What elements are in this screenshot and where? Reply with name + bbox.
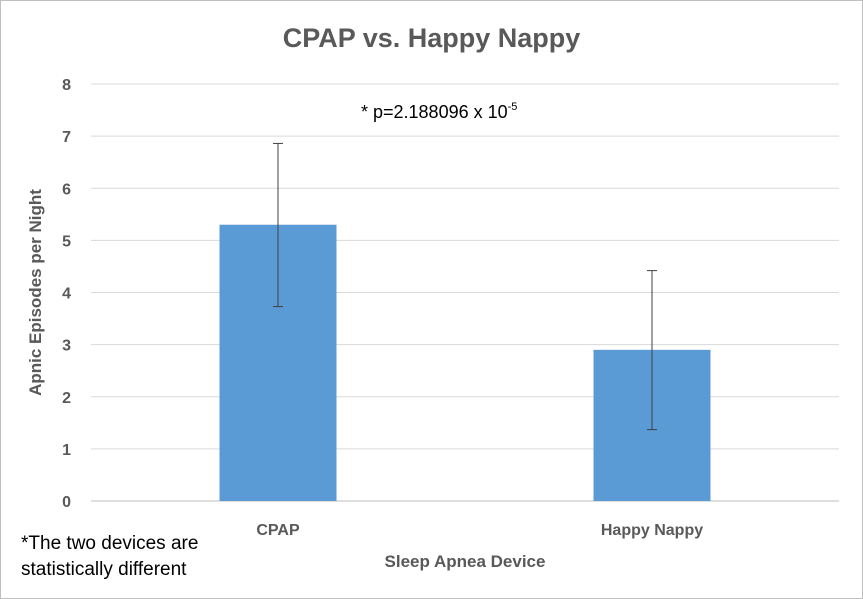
y-tick-label-2: 2 [62,390,71,407]
y-tick-label-0: 0 [62,494,71,511]
p-value-exponent: -5 [507,101,518,113]
y-tick-label-5: 5 [62,233,71,250]
x-tick-label-0: CPAP [256,522,300,539]
chart-title: CPAP vs. Happy Nappy [282,23,581,53]
y-tick-label-6: 6 [62,181,71,198]
y-tick-label-3: 3 [62,338,71,355]
y-tick-label-1: 1 [62,442,71,459]
y-axis-title: Apnic Episodes per Night [26,189,45,396]
y-tick-label-7: 7 [62,129,71,146]
p-value-text: * p=2.188096 x 10 [361,102,508,122]
footnote-line-1: *The two devices are [21,533,199,554]
x-tick-label-1: Happy Nappy [601,522,703,539]
y-tick-label-8: 8 [62,77,71,94]
footnote-line-2: statistically different [21,559,187,580]
x-axis-title: Sleep Apnea Device [385,552,546,571]
p-value-annotation: * p=2.188096 x 10-5 [361,101,517,123]
footnote: *The two devices are statistically diffe… [21,531,198,583]
y-tick-label-4: 4 [62,286,71,303]
